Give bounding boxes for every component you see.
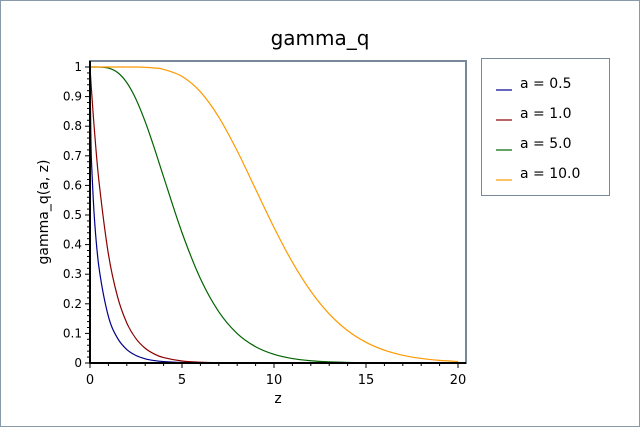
y-tick-label: 0 [74, 356, 82, 370]
chart-title: gamma_q [271, 26, 370, 50]
series-line-3 [90, 66, 459, 363]
legend-box [481, 58, 610, 196]
y-tick-label: 0.4 [63, 238, 82, 252]
legend-label: a = 5.0 [520, 136, 571, 152]
y-tick-label: 0.7 [63, 149, 82, 163]
y-tick-label: 0.1 [63, 326, 82, 340]
x-tick-label: 5 [178, 373, 186, 388]
y-tick-label: 0.2 [63, 297, 82, 311]
y-tick-label: 0.9 [63, 90, 82, 104]
x-tick-label: 0 [86, 373, 94, 388]
y-tick-label: 0.8 [63, 119, 82, 133]
y-tick-label: 0.5 [63, 208, 82, 222]
plot-frame [89, 60, 467, 364]
x-axis-label: z [274, 391, 281, 407]
legend-label: a = 0.5 [520, 76, 571, 92]
y-axis-label: gamma_q(a, z) [36, 160, 52, 265]
series-line-2 [90, 66, 458, 364]
legend-label: a = 1.0 [520, 106, 571, 122]
series-line-0 [89, 66, 458, 364]
x-tick-label: 10 [266, 373, 283, 388]
y-tick-label: 0.3 [63, 267, 82, 281]
legend-label: a = 10.0 [520, 166, 580, 182]
x-tick-label: 15 [358, 373, 375, 388]
y-tick-label: 1 [74, 60, 82, 74]
y-tick-label: 0.6 [63, 178, 82, 192]
series-line-1 [89, 66, 458, 364]
x-tick-label: 20 [450, 373, 467, 388]
